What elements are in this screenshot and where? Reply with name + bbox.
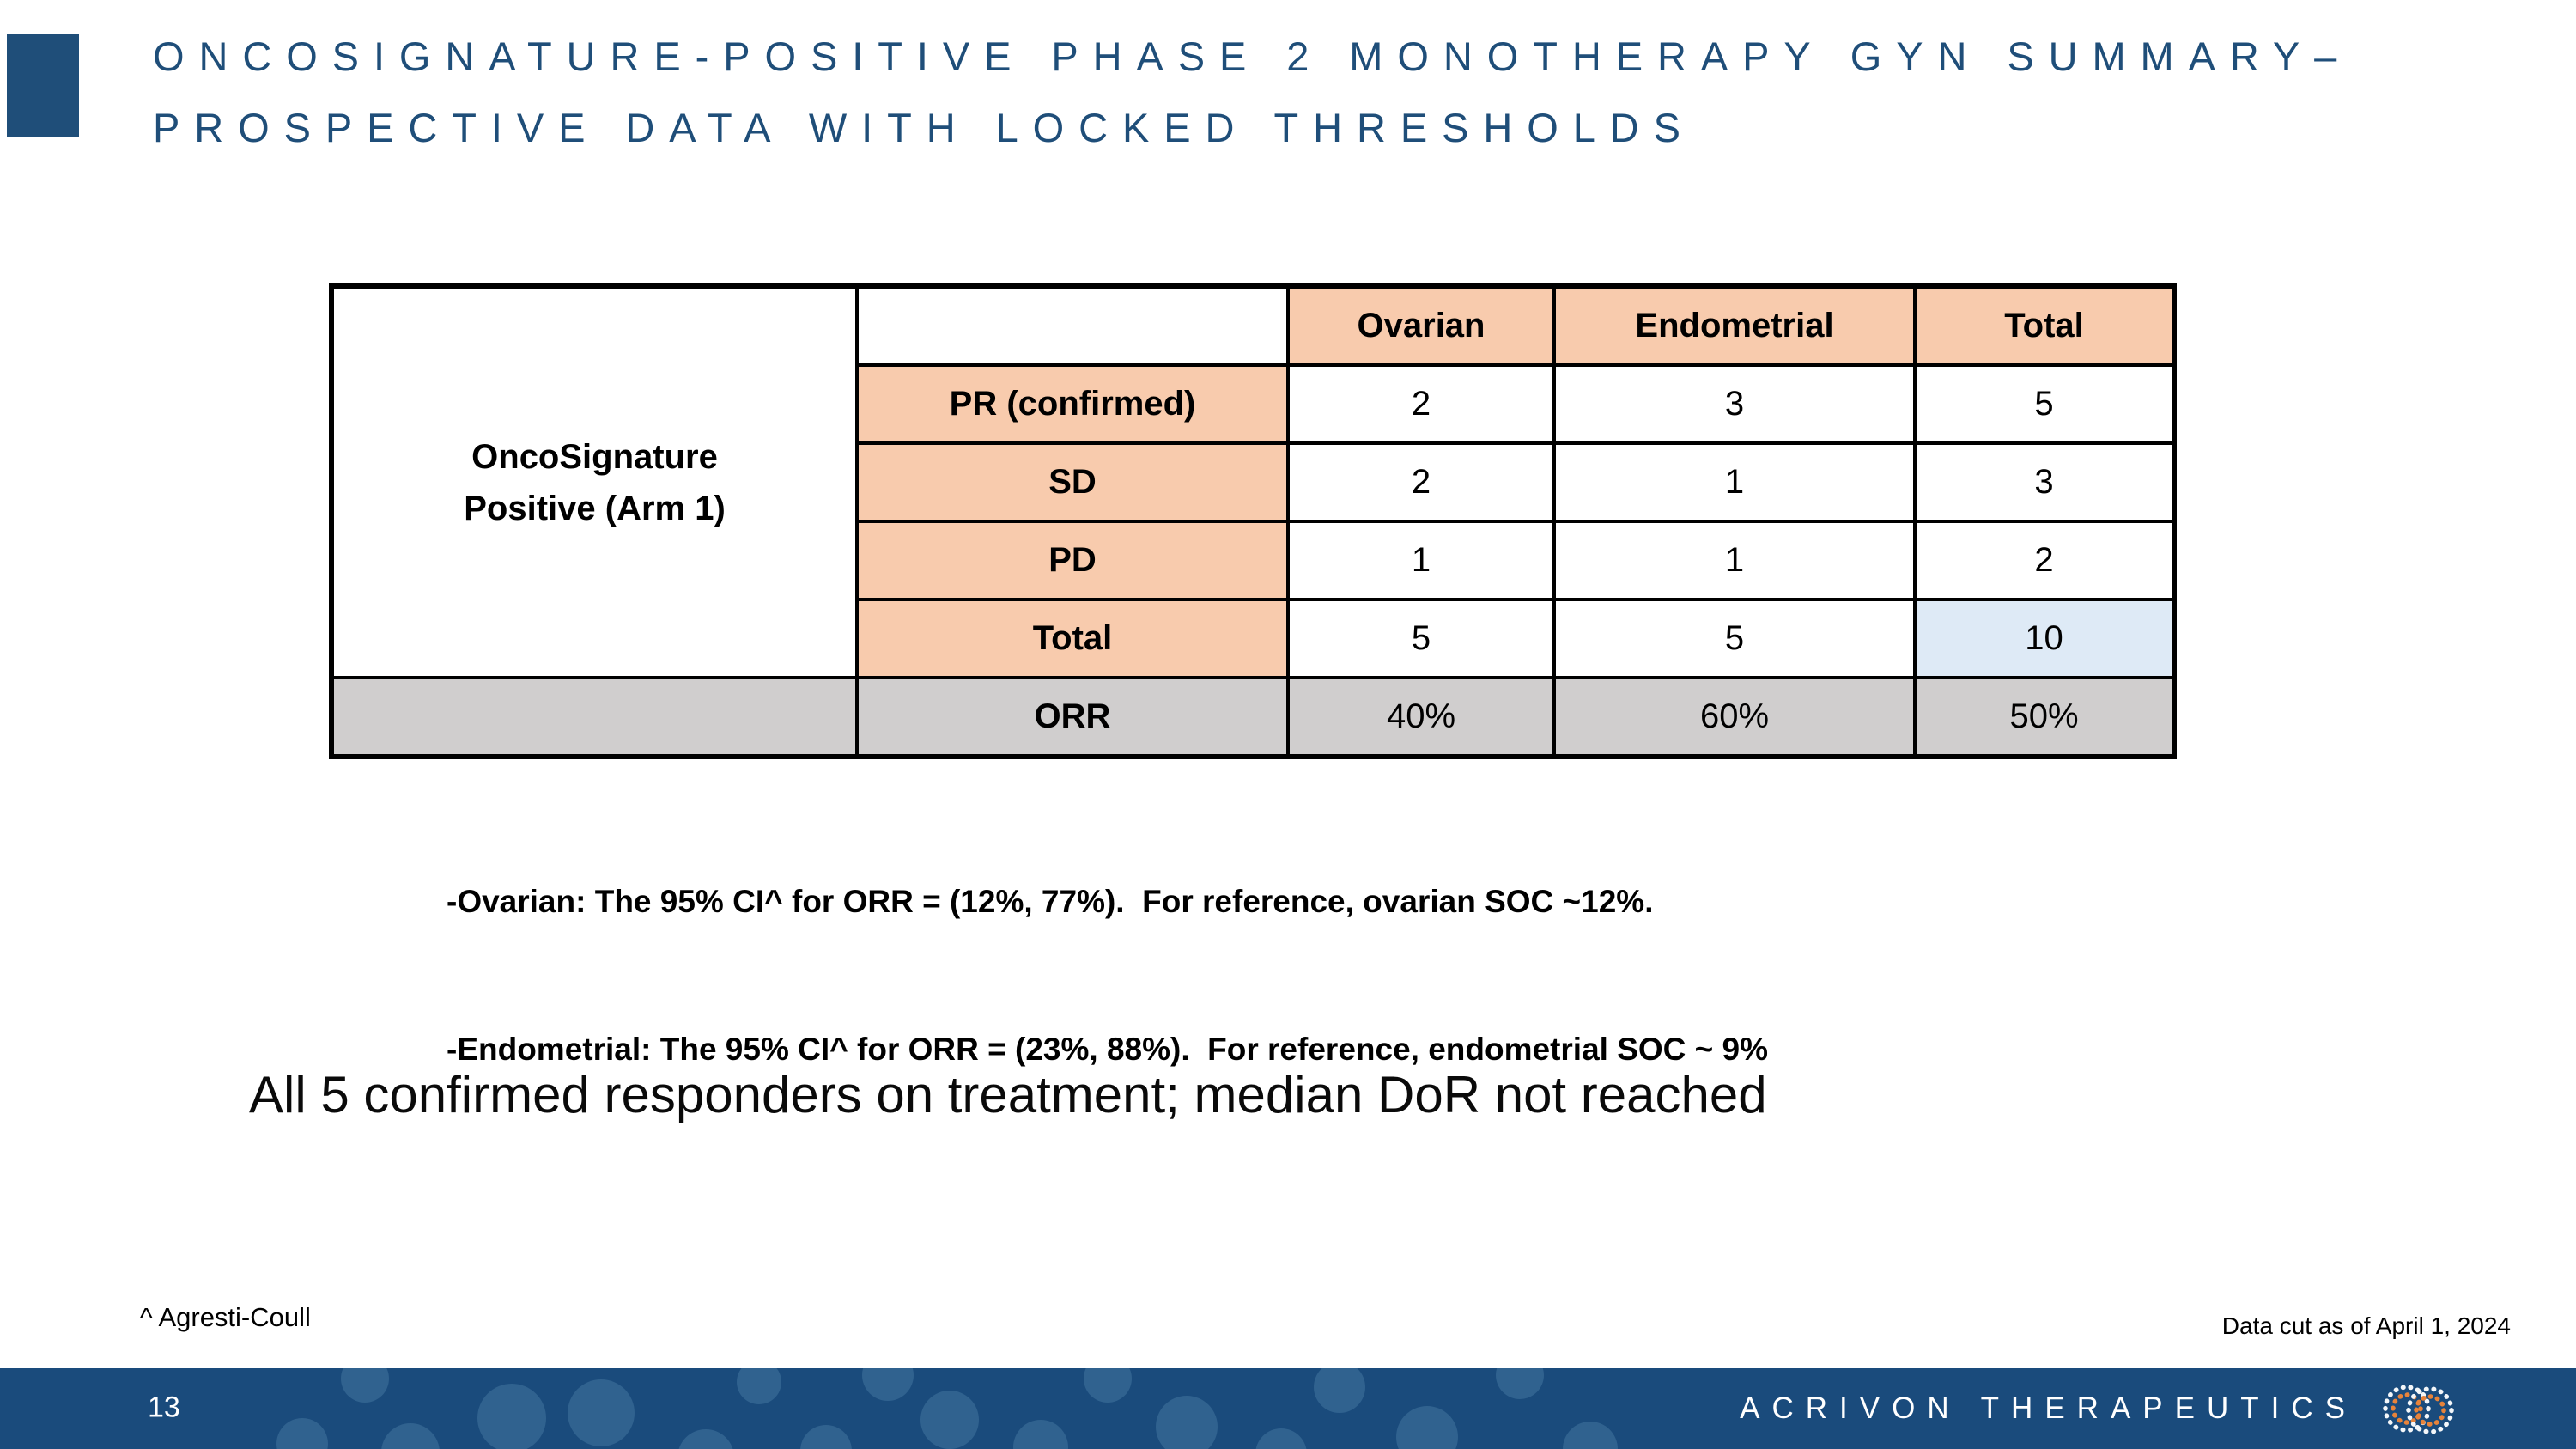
ci-note-ovarian: -Ovarian: The 95% CI^ for ORR = (12%, 77… [447,884,1654,919]
table-corner-cell [855,284,1290,367]
footer-bar: 13 ACRIVON THERAPEUTICS [0,1368,2576,1449]
table-row-pr: PR (confirmed) 2 3 5 [331,363,2176,445]
table-cell: 60% [1552,676,1917,758]
title-accent-square [7,34,79,137]
table-row-label: Total [855,598,1290,679]
table-row-pd: PD 1 1 2 [331,520,2176,601]
table-orr-spacer-cell [330,676,859,758]
slide-title-line1: ONCOSIGNATURE-POSITIVE PHASE 2 MONOTHERA… [153,33,2352,79]
table-cell-total-highlight: 10 [1913,598,2176,679]
ci-note-endometrial: -Endometrial: The 95% CI^ for ORR = (23%… [447,1032,1769,1067]
table-cell: 5 [1913,363,2176,445]
table-row-sd: SD 2 1 3 [331,441,2176,523]
table-cell: 5 [1286,598,1556,679]
table-cell: 1 [1286,520,1556,601]
table-col-header-total: Total [1913,284,2176,367]
data-cut-date: Data cut as of April 1, 2024 [2221,1312,2511,1339]
slide-title-line2: PROSPECTIVE DATA WITH LOCKED THRESHOLDS [153,105,1695,150]
table-cell: 2 [1286,441,1556,523]
footer-circle-pattern [276,1368,1618,1449]
table-cell: 2 [1913,520,2176,601]
page-number: 13 [148,1391,180,1424]
table-cell: 1 [1552,441,1917,523]
table-row-label: SD [855,441,1290,523]
table-cell: 50% [1913,676,2176,758]
table-cell: 5 [1552,598,1917,679]
table-row-label: ORR [855,676,1290,758]
brand-name: ACRIVON THERAPEUTICS [1740,1391,2357,1425]
table-row-label: PD [855,520,1290,601]
table-row-total: Total 5 5 10 [331,598,2176,679]
key-statement: All 5 confirmed responders on treatment;… [249,1066,1767,1123]
results-table: OncoSignature Positive (Arm 1) Ovarian E… [329,283,2177,759]
table-cell: 3 [1552,363,1917,445]
results-table-container: OncoSignature Positive (Arm 1) Ovarian E… [329,283,2177,759]
table-row-orr: ORR 40% 60% 50% [330,676,2176,758]
slide-title: ONCOSIGNATURE-POSITIVE PHASE 2 MONOTHERA… [153,21,2351,163]
table-col-header-endometrial: Endometrial [1552,284,1917,367]
table-cell: 40% [1286,676,1556,758]
table-header-row: OncoSignature Positive (Arm 1) Ovarian E… [330,284,2176,679]
table-cell: 1 [1552,520,1917,601]
ci-notes: -Ovarian: The 95% CI^ for ORR = (12%, 77… [447,816,1768,1135]
table-row-label: PR (confirmed) [855,363,1290,445]
brand-lockup: ACRIVON THERAPEUTICS [1740,1374,2460,1443]
table-cell: 3 [1913,441,2176,523]
footnote-agresti-coull: ^ Agresti-Coull [140,1302,311,1332]
acrivon-logo-icon [2383,1385,2454,1434]
table-cell: 2 [1286,363,1556,445]
table-col-header-ovarian: Ovarian [1286,284,1556,367]
table-row-group-label: OncoSignature Positive (Arm 1) [330,284,859,679]
